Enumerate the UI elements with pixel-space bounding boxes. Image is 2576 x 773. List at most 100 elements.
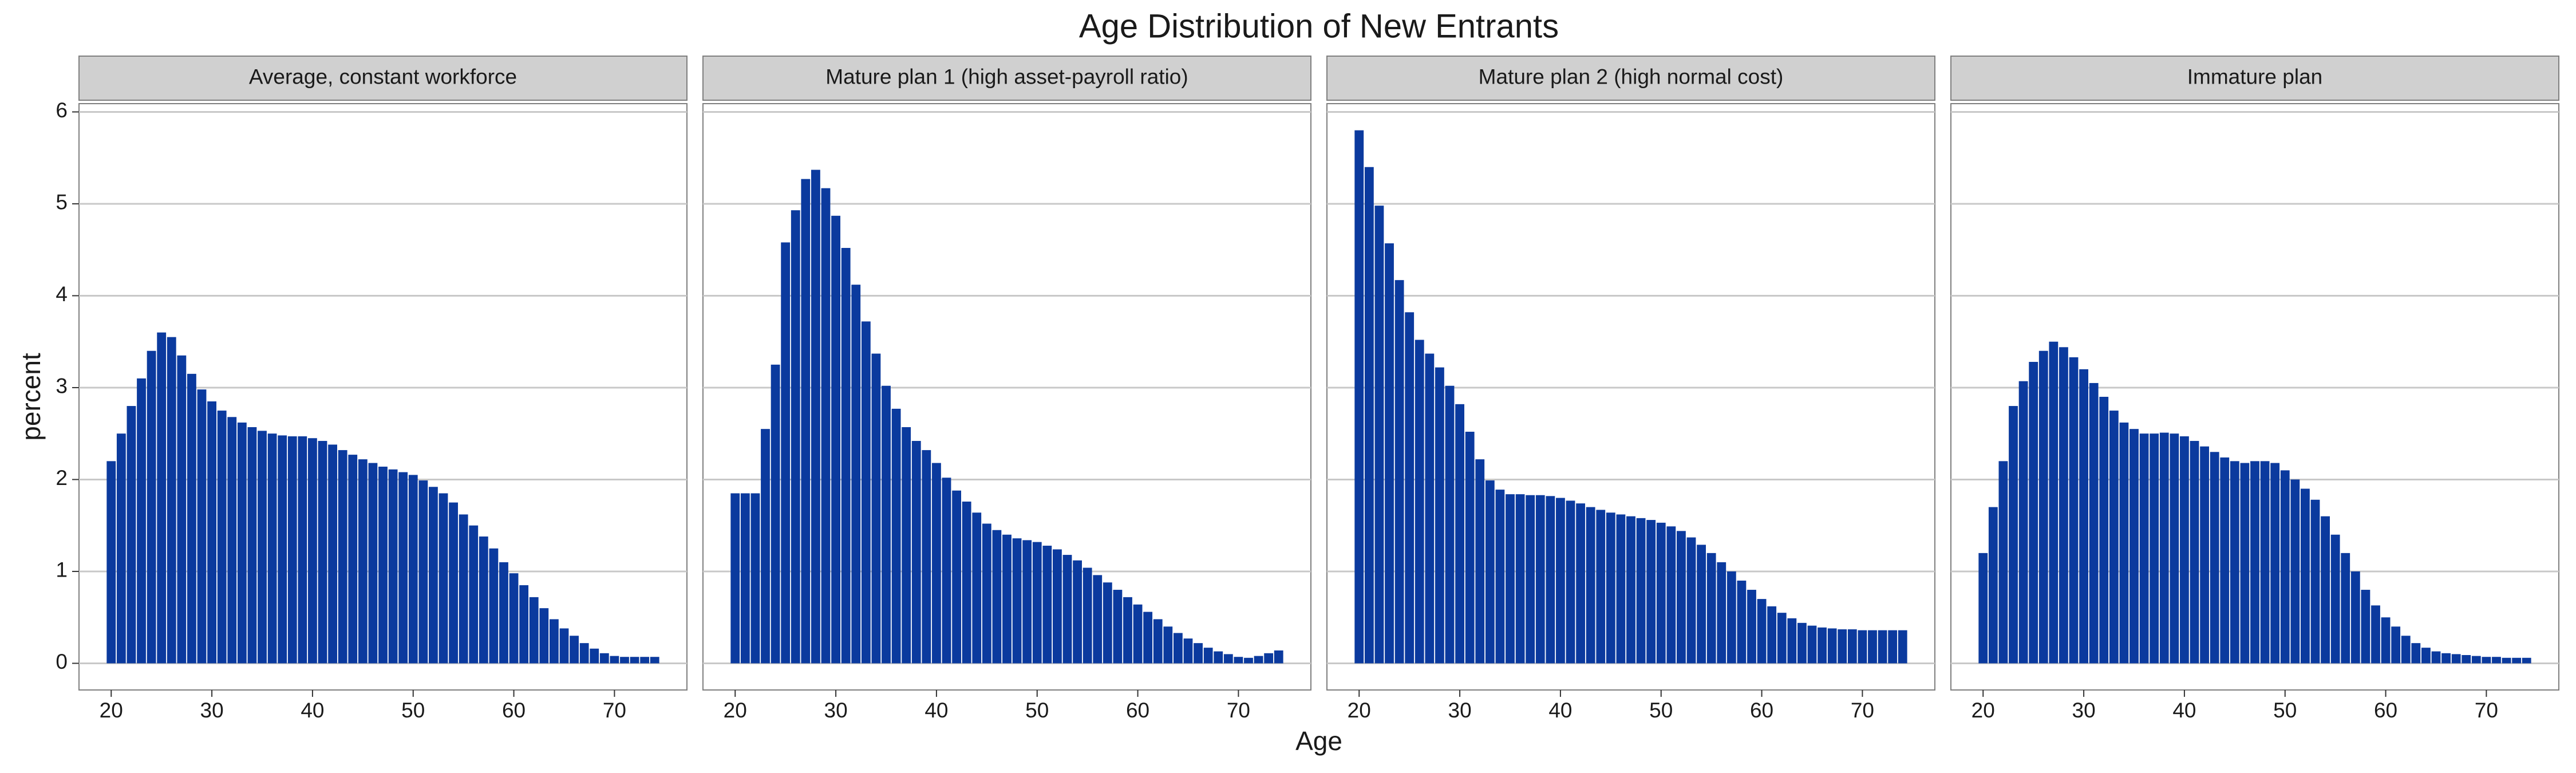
x-tick-label: 40	[2172, 699, 2196, 722]
bar	[2069, 357, 2079, 664]
bar	[882, 385, 891, 664]
y-tick-label: 4	[56, 282, 68, 306]
bar	[2009, 406, 2018, 664]
x-tick-label: 20	[1971, 699, 1995, 722]
bar	[539, 608, 549, 664]
bar	[298, 436, 307, 664]
bar	[1898, 630, 1907, 664]
bar	[1878, 630, 1887, 664]
bar	[1978, 553, 1988, 664]
bar	[258, 431, 267, 664]
bar	[449, 502, 458, 664]
bar	[1586, 507, 1595, 664]
bar	[529, 597, 539, 664]
bar	[1656, 522, 1666, 664]
bar	[570, 636, 579, 664]
bar	[1394, 280, 1404, 664]
bar	[942, 478, 951, 664]
bar	[1264, 653, 1274, 664]
bar	[328, 444, 337, 664]
x-tick-label: 40	[924, 699, 948, 722]
bar	[408, 475, 418, 664]
bar	[1888, 630, 1898, 664]
bar	[1244, 657, 1253, 664]
bar	[2301, 488, 2310, 664]
x-tick-label: 20	[100, 699, 123, 722]
y-axis-title: percent	[16, 353, 46, 441]
bar	[137, 378, 146, 664]
bar	[801, 179, 811, 664]
bar	[127, 406, 136, 664]
bar	[1868, 630, 1877, 664]
bar	[1726, 571, 1736, 664]
bar	[2280, 470, 2290, 664]
bar	[811, 169, 820, 664]
bar	[308, 438, 317, 664]
bar	[177, 355, 187, 664]
bar	[2330, 534, 2340, 664]
bar	[1686, 537, 1696, 664]
bar	[106, 461, 116, 664]
bar	[2200, 446, 2209, 664]
bar	[730, 493, 740, 664]
panel-title: Average, constant workforce	[249, 65, 517, 88]
bar	[2411, 643, 2421, 664]
bar	[217, 411, 227, 664]
bar	[2391, 626, 2401, 664]
bar	[2089, 382, 2099, 664]
bar	[2220, 457, 2230, 664]
bar	[932, 463, 941, 664]
x-tick-label: 70	[2475, 699, 2498, 722]
x-tick-label: 50	[401, 699, 425, 722]
bar	[1012, 538, 1022, 664]
bar	[590, 648, 599, 664]
bar	[2159, 432, 2169, 664]
bar	[2260, 461, 2270, 664]
strip	[1950, 56, 2559, 101]
bar	[1385, 243, 1394, 664]
bar	[1757, 599, 1767, 664]
y-tick-label: 5	[56, 191, 68, 214]
bar	[841, 247, 851, 664]
bar	[2210, 452, 2219, 664]
bar	[2099, 397, 2109, 664]
bar	[2079, 369, 2089, 664]
bar	[1747, 590, 1756, 664]
bar	[2431, 651, 2441, 664]
bar	[378, 466, 388, 664]
bar	[1717, 562, 1726, 664]
chart-title: Age Distribution of New Entrants	[1079, 7, 1559, 45]
bar	[761, 429, 770, 664]
x-tick-label: 50	[1025, 699, 1049, 722]
bar	[2321, 516, 2330, 664]
bar	[610, 656, 619, 664]
bar	[167, 337, 176, 664]
x-tick-label: 60	[1750, 699, 1773, 722]
bar	[116, 433, 126, 664]
x-axis-title: Age	[1295, 726, 1342, 756]
bar	[2150, 433, 2159, 664]
bar	[1143, 612, 1153, 664]
bar	[2049, 341, 2059, 664]
bar	[2038, 350, 2048, 664]
bar	[247, 427, 257, 664]
x-tick-label: 30	[200, 699, 224, 722]
bar	[1677, 531, 1686, 664]
bar	[2401, 636, 2411, 664]
bar	[1556, 498, 1565, 664]
bar	[1194, 643, 1203, 664]
bar	[1566, 500, 1575, 664]
bar	[1626, 516, 1635, 664]
bar	[1183, 638, 1193, 664]
bar	[2451, 654, 2461, 664]
bar	[1526, 495, 1535, 664]
bar	[2119, 422, 2129, 664]
bar	[2230, 461, 2239, 664]
x-tick-label: 60	[1126, 699, 1149, 722]
bar	[1988, 507, 1998, 664]
bar	[318, 441, 327, 664]
bar	[147, 350, 156, 664]
bar	[287, 436, 297, 664]
bar	[2462, 655, 2471, 664]
bar	[1646, 520, 1656, 664]
